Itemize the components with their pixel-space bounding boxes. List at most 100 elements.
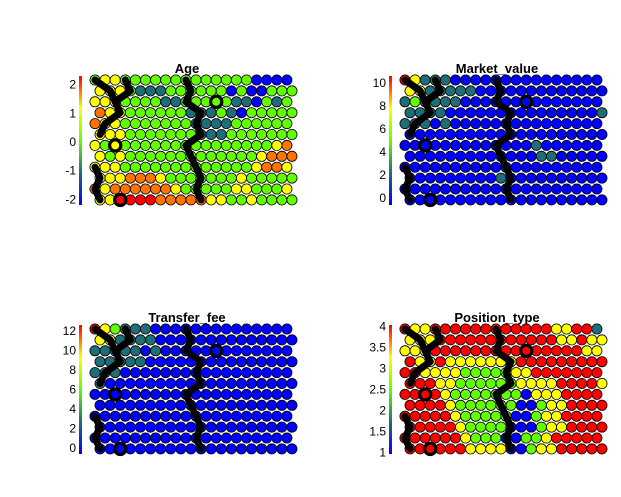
som-cell: [286, 377, 298, 389]
som-cell: [545, 128, 557, 140]
som-cell: [200, 139, 212, 151]
som-cell: [490, 367, 502, 379]
som-cell: [190, 74, 202, 86]
som-cell: [551, 323, 563, 335]
som-cell: [581, 323, 593, 335]
som-cell: [485, 399, 497, 411]
som-cell: [399, 388, 411, 400]
som-cell: [134, 172, 146, 184]
som-cell: [460, 410, 472, 422]
som-cell: [240, 345, 252, 357]
som-cell: [134, 85, 146, 97]
som-cell: [145, 150, 157, 162]
som-cell: [124, 399, 136, 411]
som-cell: [465, 107, 477, 119]
som-cell: [215, 128, 227, 140]
som-cell: [185, 194, 197, 206]
som-cell: [89, 388, 101, 400]
som-cell: [449, 96, 461, 108]
som-cell: [261, 161, 273, 173]
som-cell: [551, 74, 563, 86]
som-cell: [256, 194, 268, 206]
som-cell: [129, 139, 141, 151]
som-cell: [576, 356, 588, 368]
som-cell: [155, 150, 167, 162]
som-cell: [586, 421, 598, 433]
som-cell: [535, 334, 547, 346]
som-cell: [485, 334, 497, 346]
som-cell: [551, 345, 563, 357]
som-cell: [210, 410, 222, 422]
som-cell: [129, 96, 141, 108]
som-cell: [530, 74, 542, 86]
som-cell: [586, 443, 598, 455]
som-cell: [581, 118, 593, 130]
som-cell: [246, 356, 258, 368]
som-cell: [205, 85, 217, 97]
som-cell: [276, 334, 288, 346]
som-cell: [424, 172, 436, 184]
som-cell: [566, 334, 578, 346]
som-cell: [561, 345, 573, 357]
som-cell: [525, 377, 537, 389]
som-cell: [235, 443, 247, 455]
som-cell: [500, 74, 512, 86]
cluster-center-marker: [113, 441, 128, 457]
som-cell: [251, 118, 263, 130]
som-cell: [195, 399, 207, 411]
som-cell: [556, 377, 568, 389]
som-cell: [571, 118, 583, 130]
som-cell: [535, 399, 547, 411]
som-cell: [145, 128, 157, 140]
som-cell: [424, 421, 436, 433]
som-cell: [596, 377, 608, 389]
som-cell: [256, 85, 268, 97]
som-cell: [586, 107, 598, 119]
som-cell: [251, 161, 263, 173]
som-cell: [540, 323, 552, 335]
som-cell: [591, 183, 603, 195]
cluster-boundary: [111, 76, 134, 106]
cluster-center-marker: [418, 387, 433, 402]
som-cell: [545, 107, 557, 119]
som-cell: [566, 172, 578, 184]
som-cell: [94, 399, 106, 411]
som-cell: [145, 377, 157, 389]
som-cell: [545, 172, 557, 184]
som-cell: [495, 443, 507, 455]
som-cell: [225, 128, 237, 140]
som-cell: [449, 161, 461, 173]
som-cell: [556, 128, 568, 140]
som-cell: [119, 161, 131, 173]
som-cell: [561, 323, 573, 335]
som-cell: [424, 128, 436, 140]
som-cell: [165, 421, 177, 433]
panel-title: Market_value: [456, 61, 538, 76]
som-cell: [439, 118, 451, 130]
som-cell: [170, 367, 182, 379]
som-cell: [490, 161, 502, 173]
som-cell: [180, 367, 192, 379]
som-cell: [240, 74, 252, 86]
som-cell: [215, 194, 227, 206]
som-cell: [175, 443, 187, 455]
som-cell: [581, 183, 593, 195]
som-cell: [235, 107, 247, 119]
som-cell: [449, 410, 461, 422]
som-cell: [129, 410, 141, 422]
som-cell: [129, 118, 141, 130]
y-tick-label: 1.5: [369, 425, 386, 439]
cluster-boundary: [492, 76, 515, 204]
som-cell: [210, 161, 222, 173]
panel-title: Age: [175, 61, 200, 76]
som-cell: [586, 334, 598, 346]
som-cell: [581, 161, 593, 173]
som-cell: [246, 334, 258, 346]
som-cell: [175, 107, 187, 119]
som-cell: [139, 388, 151, 400]
som-cell: [210, 432, 222, 444]
som-cell: [475, 334, 487, 346]
som-cell: [134, 421, 146, 433]
som-cell: [581, 96, 593, 108]
som-cell: [465, 334, 477, 346]
